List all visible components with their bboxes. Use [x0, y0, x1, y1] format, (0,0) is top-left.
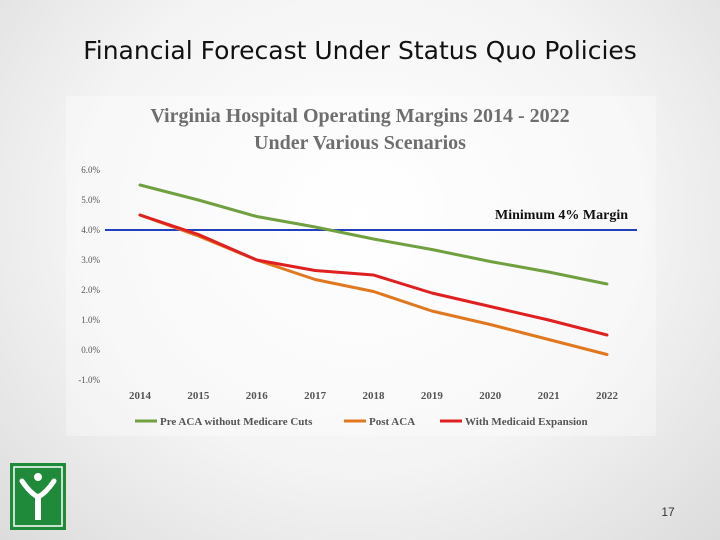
x-tick-label: 2015 [187, 390, 210, 402]
x-tick-label: 2016 [246, 390, 269, 402]
x-tick-label: 2014 [129, 390, 152, 402]
legend-label: Post ACA [369, 416, 415, 428]
x-tick-label: 2017 [304, 390, 327, 402]
series-line-pre-aca-without-medicare-cuts [138, 183, 609, 286]
y-tick-label: 5.0% [81, 195, 100, 205]
legend-label: Pre ACA without Medicare Cuts [160, 416, 313, 428]
y-tick-label: 6.0% [81, 165, 100, 175]
x-tick-label: 2020 [479, 390, 502, 402]
reference-line-label: Minimum 4% Margin [495, 208, 628, 223]
y-tick-label: 4.0% [81, 225, 100, 235]
chart-title-line1: Virginia Hospital Operating Margins 2014… [150, 105, 569, 127]
slide-title: Financial Forecast Under Status Quo Poli… [83, 36, 637, 65]
y-figure-logo-icon [10, 463, 66, 530]
x-tick-label: 2022 [596, 390, 619, 402]
x-tick-label: 2019 [421, 390, 444, 402]
series-line-with-medicaid-expansion [138, 213, 609, 337]
y-tick-label: 0.0% [81, 345, 100, 355]
legend-label: With Medicaid Expansion [465, 416, 588, 428]
x-tick-label: 2021 [538, 390, 560, 402]
x-tick-label: 2018 [363, 390, 386, 402]
y-tick-label: -1.0% [78, 375, 100, 385]
y-tick-label: 1.0% [81, 315, 100, 325]
y-tick-label: 3.0% [81, 255, 100, 265]
chart-panel [66, 96, 656, 436]
page-number: 17 [661, 505, 675, 519]
series-line-post-aca [138, 213, 609, 356]
chart-title-line2: Under Various Scenarios [254, 132, 466, 154]
y-tick-label: 2.0% [81, 285, 100, 295]
